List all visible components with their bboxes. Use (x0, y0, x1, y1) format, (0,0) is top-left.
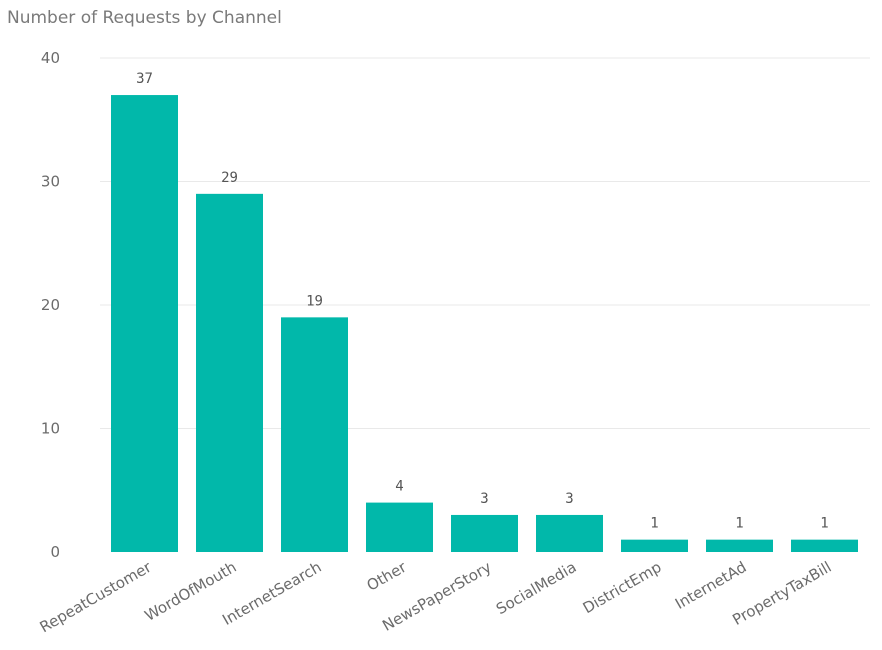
data-label: 3 (565, 491, 573, 507)
bar-newspaperstory[interactable] (451, 514, 518, 552)
y-tick-label: 20 (41, 296, 60, 314)
y-tick-label: 10 (41, 420, 60, 438)
data-label: 29 (221, 170, 238, 186)
bar-wordofmouth[interactable] (196, 193, 263, 552)
x-tick-label: RepeatCustomer (37, 557, 156, 636)
data-label: 4 (395, 479, 403, 495)
bar-socialmedia[interactable] (536, 514, 603, 552)
data-label: 19 (306, 293, 323, 309)
bar-repeatcustomer[interactable] (111, 95, 178, 553)
bar-propertytaxbill[interactable] (791, 539, 858, 552)
data-label: 37 (136, 71, 153, 87)
data-label: 1 (650, 516, 658, 532)
y-axis: 0 10 20 30 40 (41, 49, 60, 561)
bars (111, 95, 858, 553)
y-tick-label: 30 (41, 173, 60, 191)
x-tick-label: Other (364, 557, 411, 594)
y-tick-label: 0 (50, 543, 60, 561)
data-label: 1 (735, 516, 743, 532)
x-tick-label: InternetAd (672, 558, 749, 613)
y-tick-label: 40 (41, 49, 60, 67)
bar-internetsearch[interactable] (281, 317, 348, 552)
bar-other[interactable] (366, 502, 433, 552)
x-tick-label: SocialMedia (493, 558, 580, 618)
chart-title: Number of Requests by Channel (7, 8, 282, 28)
x-tick-label: DistrictEmp (580, 558, 665, 617)
bar-districtemp[interactable] (621, 539, 688, 552)
bar-internetad[interactable] (706, 539, 773, 552)
data-label: 3 (480, 491, 488, 507)
data-labels: 37 29 19 4 3 3 1 1 1 (136, 71, 829, 532)
data-label: 1 (820, 516, 828, 532)
